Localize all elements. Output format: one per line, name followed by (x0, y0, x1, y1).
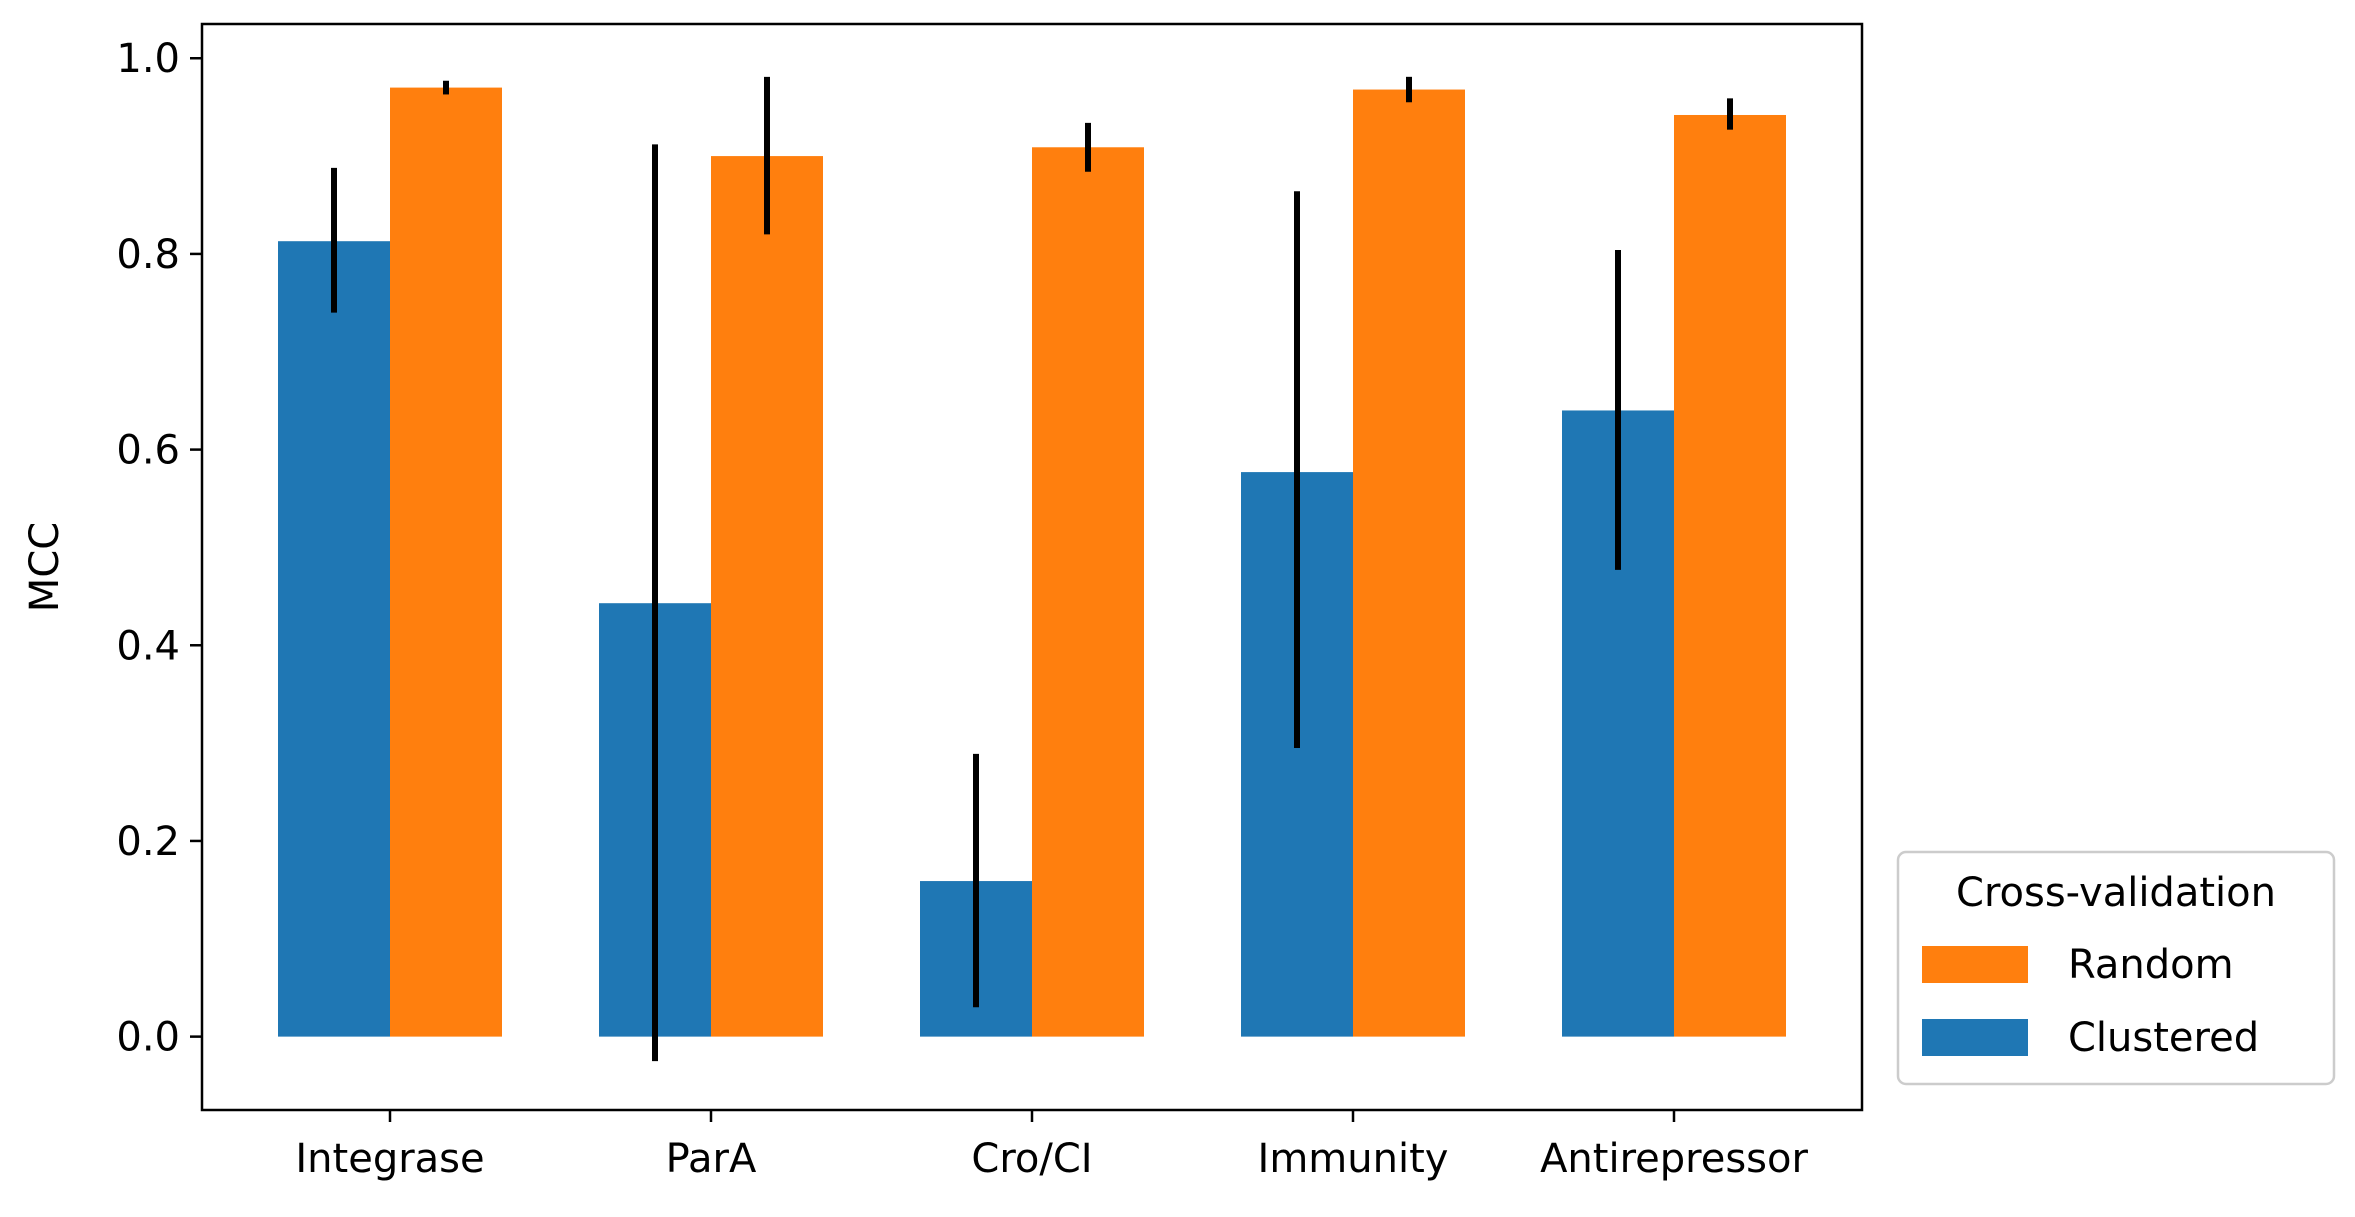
y-axis-label: MCC (22, 522, 68, 612)
legend-label-clustered: Clustered (2068, 1015, 2259, 1061)
legend-title: Cross-validation (1956, 870, 2276, 916)
x-tick-label-antirepressor: Antirepressor (1540, 1136, 1808, 1182)
legend-swatch-clustered (1922, 1019, 2028, 1056)
legend-label-random: Random (2068, 942, 2234, 988)
bar-random-integrase (390, 87, 502, 1037)
y-tick-label: 0.2 (116, 819, 180, 865)
y-tick-label: 0.0 (116, 1015, 180, 1061)
x-tick-label-cro-ci: Cro/CI (971, 1136, 1092, 1182)
y-axis: 0.0 0.2 0.4 0.6 0.8 1.0 (116, 36, 202, 1061)
legend-swatch-random (1922, 946, 2028, 983)
bar-random-antirepressor (1674, 114, 1786, 1037)
y-tick-label: 0.8 (116, 232, 180, 278)
bar-random-cro-ci (1032, 147, 1144, 1037)
bars-layer (278, 87, 1786, 1037)
y-tick-label: 0.6 (116, 428, 180, 474)
x-tick-label-integrase: Integrase (295, 1136, 484, 1182)
x-tick-label-para: ParA (666, 1136, 757, 1182)
x-axis: Integrase ParA Cro/CI Immunity Antirepressor (295, 1110, 1808, 1182)
legend: Cross-validation Random Clustered (1896, 850, 2336, 1086)
y-tick-label: 0.4 (116, 623, 180, 669)
y-tick-label: 1.0 (116, 36, 180, 82)
x-tick-label-immunity: Immunity (1258, 1136, 1449, 1182)
bar-random-immunity (1353, 89, 1465, 1037)
errorbars-layer (331, 76, 1733, 1062)
bar-clustered-integrase (278, 241, 390, 1037)
bar-random-para (711, 156, 823, 1037)
